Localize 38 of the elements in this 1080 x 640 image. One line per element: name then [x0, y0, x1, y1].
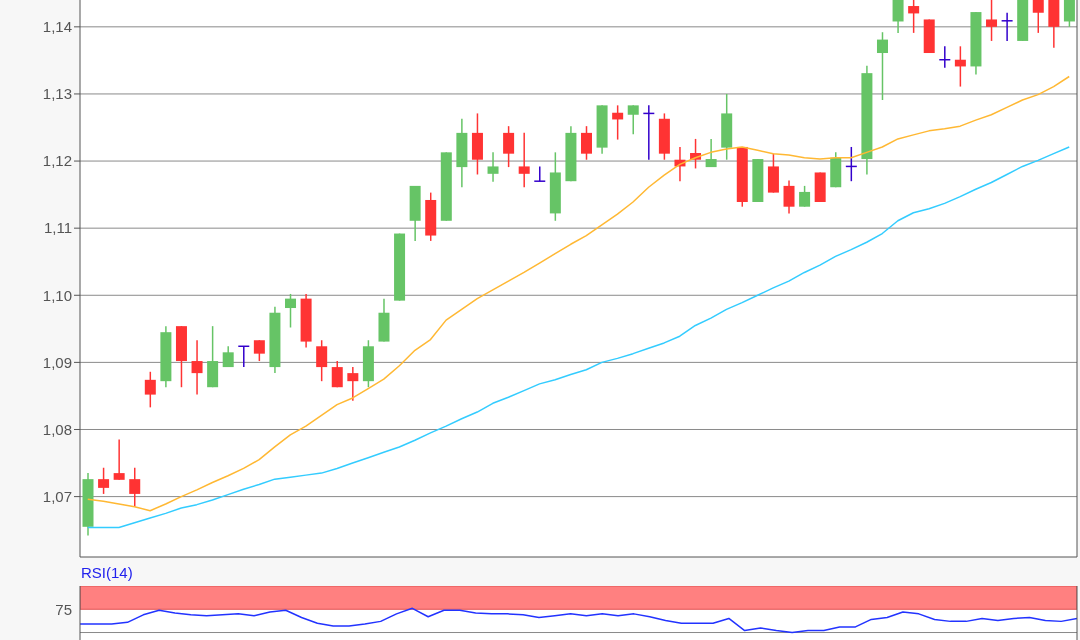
candlestick — [98, 467, 110, 495]
candlestick — [316, 339, 328, 382]
y-tick-label: 1,11 — [43, 219, 72, 237]
candlestick — [581, 125, 592, 161]
candlestick — [1063, 0, 1075, 28]
candlestick — [533, 165, 547, 182]
candlestick — [503, 125, 515, 168]
y-tick-label: 1,07 — [42, 487, 72, 505]
candlestick — [487, 151, 499, 183]
candlestick — [253, 339, 265, 362]
y-tick-label: 1,08 — [42, 420, 72, 438]
candlestick — [799, 185, 811, 208]
candlestick — [129, 467, 141, 508]
y-tick-label: 1,12 — [42, 152, 72, 170]
candlestick — [1032, 0, 1044, 34]
y-tick-label: 1,13 — [42, 85, 72, 103]
candlestick — [986, 0, 998, 42]
candlestick — [331, 360, 343, 388]
candlestick — [783, 179, 795, 215]
candlestick — [892, 0, 904, 34]
candlestick — [876, 31, 888, 101]
line-series — [87, 146, 1070, 529]
y-tick-label: 1,14 — [42, 18, 72, 36]
candlestick — [518, 132, 530, 188]
candlestick — [908, 0, 920, 34]
candlestick — [191, 339, 203, 396]
candlestick — [113, 438, 125, 481]
chart-title: RSI(14) — [81, 563, 134, 583]
candlestick — [627, 104, 639, 135]
line-series — [87, 75, 1070, 512]
candlestick — [144, 371, 156, 409]
candlestick — [1000, 12, 1014, 42]
candlestick — [705, 138, 717, 168]
y-tick-label: 1,09 — [42, 353, 72, 371]
text: 75 — [55, 600, 72, 618]
candlestick — [347, 366, 359, 402]
candlestick — [285, 293, 297, 329]
y-tick-label: 1,10 — [42, 286, 72, 304]
